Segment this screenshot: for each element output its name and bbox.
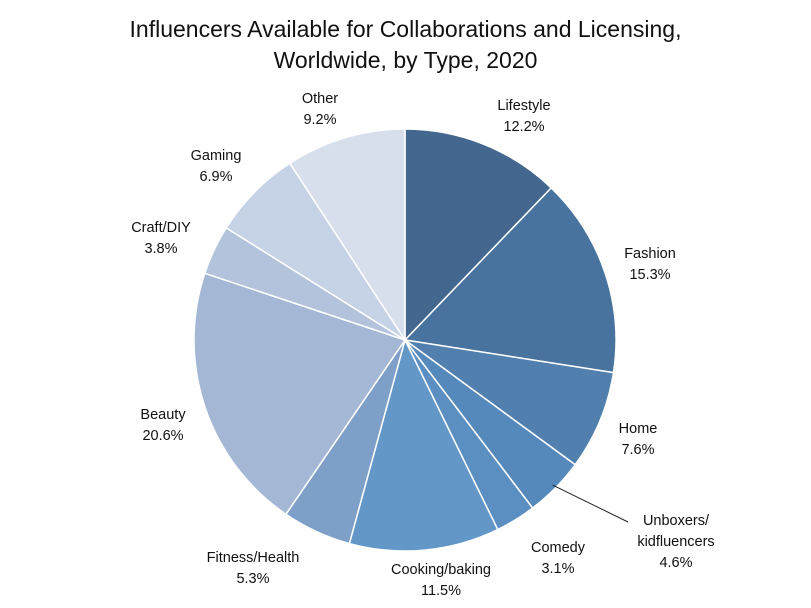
- slice-value-label: 3.8%: [144, 241, 177, 257]
- slice-label-beauty: Beauty 20.6%: [140, 407, 186, 444]
- slice-name-label: Home: [619, 421, 658, 437]
- slice-label-fashion: Fashion 15.3%: [624, 246, 676, 283]
- pie-slice-beauty: [193, 272, 407, 516]
- chart-title-line-2: Worldwide, by Type, 2020: [273, 47, 538, 73]
- pie-slice-home: [404, 339, 615, 466]
- slice-label-fitness-health: Fitness/Health 5.3%: [207, 550, 300, 587]
- slice-value-label: 5.3%: [236, 571, 269, 587]
- slice-label-home: Home 7.6%: [619, 421, 658, 458]
- slice-label-cooking-baking: Cooking/baking 11.5%: [391, 562, 491, 599]
- chart-title: Influencers Available for Collaborations…: [0, 14, 811, 76]
- leader-line-unboxers-kidfluencers: [552, 484, 629, 523]
- slice-name-label: Craft/DIY: [131, 220, 191, 236]
- slice-name-label: Gaming: [191, 148, 242, 164]
- slice-value-label: 12.2%: [503, 119, 544, 135]
- slice-label-gaming: Gaming 6.9%: [191, 148, 242, 185]
- slice-name-label: Fashion: [624, 246, 676, 262]
- pie-slice-lifestyle: [404, 128, 553, 342]
- slice-value-label: 9.2%: [303, 112, 336, 128]
- slice-value-label: 6.9%: [199, 169, 232, 185]
- slice-name-label: Beauty: [140, 407, 186, 423]
- slice-value-label: 7.6%: [621, 442, 654, 458]
- pie-slice-cooking-baking: [348, 337, 499, 552]
- slice-value-label: 3.1%: [541, 561, 574, 577]
- slice-name-label: kidfluencers: [637, 534, 714, 550]
- slice-name-label: Lifestyle: [497, 98, 550, 114]
- slice-value-label: 20.6%: [142, 428, 183, 444]
- slice-name-label: Comedy: [531, 540, 586, 556]
- pie-slice-fashion: [403, 186, 617, 374]
- chart-title-line-1: Influencers Available for Collaborations…: [129, 16, 682, 42]
- pie-slice-other: [288, 128, 406, 343]
- slice-label-comedy: Comedy 3.1%: [531, 540, 586, 577]
- slice-value-label: 11.5%: [421, 583, 461, 599]
- slice-value-label: 15.3%: [629, 267, 670, 283]
- slice-label-lifestyle: Lifestyle 12.2%: [497, 98, 550, 135]
- slice-name-label: Fitness/Health: [207, 550, 300, 566]
- slice-label-unboxers-kidfluencers: Unboxers/kidfluencers 4.6%: [637, 513, 714, 571]
- slice-name-label: Cooking/baking: [391, 562, 491, 578]
- slice-label-craft-diy: Craft/DIY 3.8%: [131, 220, 191, 257]
- slice-name-label: Other: [302, 91, 338, 107]
- slice-label-other: Other 9.2%: [302, 91, 338, 128]
- slice-value-label: 4.6%: [659, 555, 692, 571]
- slice-name-label: Unboxers/: [643, 513, 710, 529]
